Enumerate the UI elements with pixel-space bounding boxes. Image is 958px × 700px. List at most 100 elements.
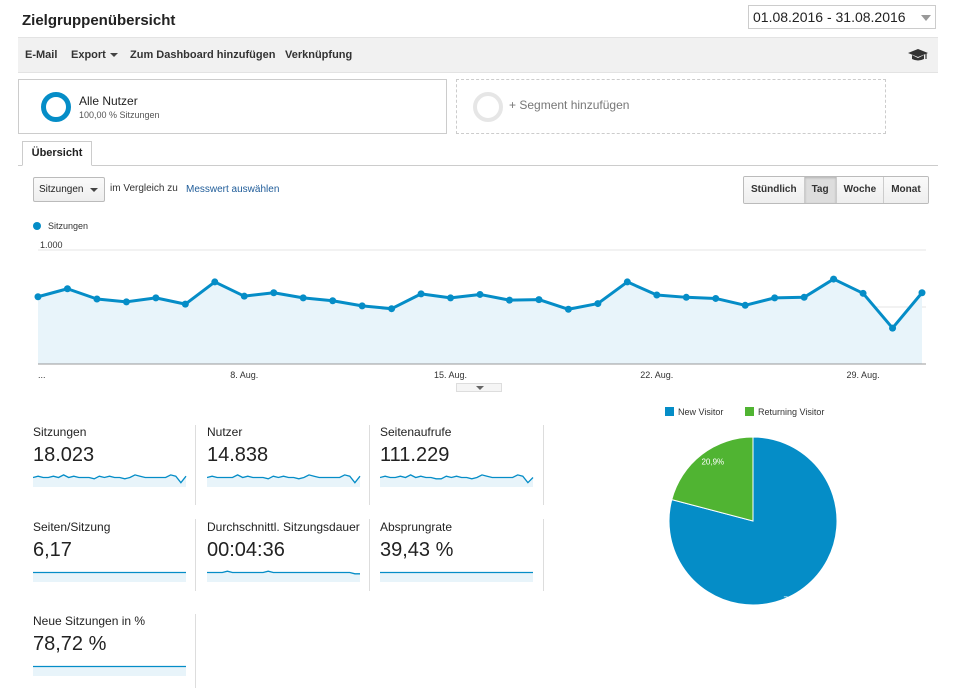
kpi-label: Seiten/Sitzung [33,520,111,534]
sessions-line-chart: 1.000500...8. Aug.15. Aug.22. Aug.29. Au… [34,240,926,380]
shortcut-button[interactable]: Verknüpfung [285,49,353,61]
data-point[interactable] [505,296,513,304]
kpi-sparkline [33,665,186,676]
y-tick-label: 1.000 [40,240,63,250]
data-point[interactable] [653,291,661,299]
kpi-tile[interactable]: Seitenaufrufe 111.229 [380,425,554,515]
series-legend-label: Sitzungen [48,221,89,231]
data-point[interactable] [270,289,278,297]
kpi-value: 39,43 % [380,539,454,561]
segment-all-users[interactable]: Alle Nutzer 100,00 % Sitzungen [18,79,447,134]
kpi-sparkline [33,571,186,582]
kpi-divider [543,425,544,505]
pie-legend-returning: Returning Visitor [745,407,824,417]
compare-label: im Vergleich zu [110,183,178,194]
data-point[interactable] [476,290,484,298]
kpi-divider [543,519,544,591]
kpi-tile[interactable]: Nutzer 14.838 [207,425,381,515]
add-segment-button[interactable]: + Segment hinzufügen [456,79,886,134]
kpi-label: Neue Sitzungen in % [33,614,146,628]
kpi-divider [369,425,370,505]
kpi-value: 00:04:36 [207,539,285,561]
data-point[interactable] [152,294,160,302]
chevron-down-icon [109,53,118,58]
data-point[interactable] [830,275,838,283]
kpi-tile[interactable]: Durchschnittl. Sitzungsdauer 00:04:36 [207,520,381,610]
segment-subtitle: 100,00 % Sitzungen [79,110,160,120]
metric-select[interactable]: Sitzungen [33,177,105,202]
kpi-sparkline [33,474,187,487]
metric-select-label: Sitzungen [39,184,84,195]
email-button[interactable]: E-Mail [25,49,58,61]
kpi-tile[interactable]: Seiten/Sitzung 6,17 [33,520,207,610]
kpi-tile[interactable]: Neue Sitzungen in % 78,72 % [33,614,207,700]
data-point[interactable] [417,290,425,298]
data-point[interactable] [240,292,248,300]
kpi-label: Absprungrate [380,520,453,534]
tab-overview[interactable]: Übersicht [22,141,92,166]
kpi-value: 14.838 [207,444,269,466]
data-point[interactable] [771,294,779,302]
pie-legend-new: New Visitor [665,407,723,417]
x-tick-label: 8. Aug. [230,370,258,380]
data-point[interactable] [447,294,455,302]
hourly-button[interactable]: Stündlich [744,177,805,203]
month-button[interactable]: Monat [884,177,928,203]
pie-slice-new-visitor[interactable] [668,436,838,606]
data-point[interactable] [623,278,631,286]
kpi-value: 6,17 [33,539,72,561]
data-point[interactable] [388,305,396,313]
week-button[interactable]: Woche [836,177,885,203]
data-point[interactable] [93,295,101,303]
data-point[interactable] [564,305,572,313]
date-range-picker[interactable]: 01.08.2016 - 31.08.2016 [748,5,936,29]
data-point[interactable] [889,324,897,332]
date-range-text: 01.08.2016 - 31.08.2016 [753,9,906,25]
pie-slice-returning-visitor[interactable] [671,436,754,522]
chevron-down-icon [476,386,484,390]
add-to-dashboard-button[interactable]: Zum Dashboard hinzufügen [130,49,276,61]
pie-legend-label: Returning Visitor [758,407,825,417]
data-point[interactable] [741,301,749,309]
legend-swatch [745,407,754,416]
kpi-tile[interactable]: Absprungrate 39,43 % [380,520,554,610]
export-button[interactable]: Export [71,49,118,61]
add-segment-label: + Segment hinzufügen [509,98,630,112]
granularity-buttons: Stündlich Tag Woche Monat [743,176,929,204]
kpi-tile[interactable]: Sitzungen 18.023 [33,425,207,515]
chevron-down-icon [90,188,98,192]
data-point[interactable] [800,293,808,301]
data-point[interactable] [63,285,71,293]
segment-ring-icon [473,92,503,122]
data-point[interactable] [535,296,543,304]
page-title: Zielgruppenübersicht [22,12,176,29]
select-metric-link[interactable]: Messwert auswählen [186,184,280,195]
data-point[interactable] [181,300,189,308]
data-point[interactable] [682,293,690,301]
day-button[interactable]: Tag [804,177,837,203]
chevron-down-icon [921,15,931,21]
kpi-value: 111.229 [380,444,450,466]
export-label: Export [71,49,106,61]
series-legend-dot [33,222,41,230]
graduation-cap-icon[interactable] [908,47,928,63]
pie-data-label: 20,9% [701,457,724,466]
data-point[interactable] [918,289,926,297]
data-point[interactable] [122,298,130,306]
chart-resize-handle[interactable] [456,383,502,392]
data-point[interactable] [594,300,602,308]
kpi-divider [195,614,196,688]
kpi-label: Seitenaufrufe [380,425,452,439]
data-point[interactable] [859,289,867,297]
data-point[interactable] [211,278,219,286]
kpi-sparkline [380,474,534,487]
data-point[interactable] [299,294,307,302]
kpi-label: Nutzer [207,425,243,439]
data-point[interactable] [329,297,337,305]
data-point[interactable] [712,294,720,302]
data-point[interactable] [34,293,42,301]
x-tick-label: 15. Aug. [434,370,467,380]
data-point[interactable] [358,302,366,310]
pie-legend-label: New Visitor [678,407,724,417]
